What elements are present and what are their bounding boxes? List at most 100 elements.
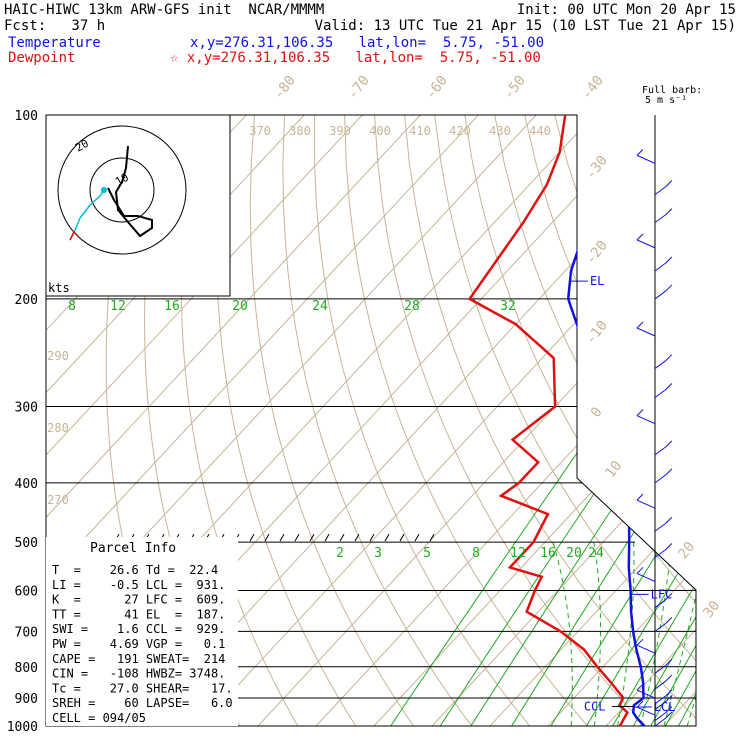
isotherm-line [373, 115, 696, 726]
pressure-label-100: 100 [15, 109, 38, 124]
wind-barb [636, 644, 656, 654]
isotherm-label: -50 [501, 73, 529, 103]
parcel-info-row: SREH = 60 LAPSE= 6.0 [52, 696, 233, 710]
wind-barb [654, 701, 667, 710]
parcel-info-row: T = 26.6 Td = 22.4 [52, 563, 218, 577]
parcel-info-box [46, 537, 238, 726]
isotherm-label: -80 [271, 73, 299, 103]
wind-barb-flag [665, 689, 673, 697]
model-title: HAIC-HIWC 13km ARW-GFS init NCAR/MMMM [4, 2, 325, 18]
wind-barb [636, 327, 656, 337]
wind-barb-flag [636, 638, 644, 646]
mixing-ratio-label: 20 [566, 546, 582, 561]
kts-label: kts [48, 281, 70, 295]
wind-barb-flag [636, 233, 644, 241]
wind-barb-flag [665, 543, 673, 550]
parcel-info-row: CAPE = 191 SWEAT= 214 [52, 652, 225, 666]
theta-label: 410 [409, 124, 431, 138]
dry-adiabat-line [344, 115, 589, 726]
isotherm-label: 30 [700, 598, 723, 621]
dry-adiabat-line [282, 115, 473, 726]
wind-barb-flag [665, 695, 673, 702]
isotherm-label: -30 [583, 153, 611, 183]
mixing-ratio-label: 5 [423, 546, 431, 561]
dry-adiabat-line [434, 115, 696, 726]
wind-barb [654, 474, 667, 484]
barb-key-unit: 5 m s⁻¹ [645, 95, 687, 106]
valid-time: Valid: 13 UTC Tue 21 Apr 15 (10 LST Tue … [314, 18, 736, 34]
isotherm-line [46, 115, 421, 726]
wind-barb [654, 664, 667, 674]
level-tick [294, 533, 300, 542]
wind-barb-flag [665, 593, 673, 600]
theta-label: 380 [289, 124, 311, 138]
theta-label: 400 [369, 124, 391, 138]
level-tick [339, 533, 345, 542]
hodograph-marker [101, 187, 107, 193]
temperature-location: x,y=276.31,106.35 lat,lon= 5.75, -51.00 [190, 35, 545, 51]
pressure-label-300: 300 [15, 401, 38, 416]
theta-label: 390 [329, 124, 351, 138]
mixing-ratio-line [677, 298, 696, 726]
theta-label: 270 [47, 493, 69, 507]
pressure-label-200: 200 [15, 293, 38, 308]
wind-barb-flag [636, 321, 644, 329]
theta-label: 440 [529, 124, 551, 138]
wind-barb-flag [636, 409, 644, 417]
wind-barb [636, 415, 656, 425]
level-tick [324, 533, 330, 542]
mixing-ratio-line [470, 298, 696, 726]
init-time: Init: 00 UTC Mon 20 Apr 15 [516, 2, 736, 18]
level-tick [384, 533, 390, 542]
isotherm-line [257, 115, 696, 726]
lcl-label: LCL [654, 700, 676, 714]
parcel-info-row: K = 27 LFC = 609. [52, 593, 225, 607]
dry-adiabat-line [464, 115, 696, 726]
mixing-ratio-label: 8 [68, 299, 76, 314]
dry-adiabat-line [705, 115, 740, 726]
mixing-ratio-line [665, 298, 696, 726]
temperature-profile [566, 115, 646, 726]
wind-barb [654, 360, 667, 369]
parcel-info-row: TT = 41 EL = 187. [52, 607, 225, 621]
wind-barb-flag [636, 700, 644, 708]
wind-barb [654, 290, 667, 300]
level-tick [369, 533, 375, 542]
moist-adiabat-line [552, 541, 573, 726]
ccl-label: CCL [584, 699, 606, 713]
wind-barb [636, 499, 656, 509]
mixing-ratio-label: 16 [164, 299, 180, 314]
wind-barb [654, 712, 667, 722]
mixing-ratio-label: 2 [336, 546, 344, 561]
dry-adiabat-line [524, 115, 696, 726]
wind-barb-flag [636, 493, 644, 501]
mixing-ratio-label: 28 [404, 299, 420, 314]
level-tick [264, 533, 270, 542]
dry-adiabat-line [314, 115, 531, 726]
mixing-ratio-label: 24 [588, 546, 604, 561]
lfc-label: LFC [651, 587, 673, 601]
wind-barb-flag [665, 440, 673, 448]
wind-barb-flag [665, 256, 673, 264]
dry-adiabat-line [374, 115, 647, 726]
hodograph-trace [69, 189, 105, 241]
theta-label: 370 [249, 124, 271, 138]
isotherm-line [431, 115, 696, 726]
wind-barb [654, 262, 667, 272]
pressure-label-600: 600 [15, 584, 38, 599]
wind-barb-flag [665, 706, 673, 713]
isotherm-line [722, 115, 740, 726]
isotherm-label: -60 [423, 73, 451, 103]
isotherm-line [547, 115, 696, 726]
dry-adiabat-line [215, 115, 357, 726]
hodograph-ring-label: 20 [73, 137, 91, 155]
el-label: EL [590, 274, 604, 288]
hodograph-ring [57, 125, 187, 255]
wind-barb-flag [636, 567, 644, 574]
level-tick [279, 533, 285, 542]
theta-label: 290 [47, 349, 69, 363]
mixing-ratio-label: 12 [510, 546, 526, 561]
level-tick [414, 533, 420, 542]
wind-barb [654, 522, 667, 532]
level-tick [249, 533, 255, 542]
